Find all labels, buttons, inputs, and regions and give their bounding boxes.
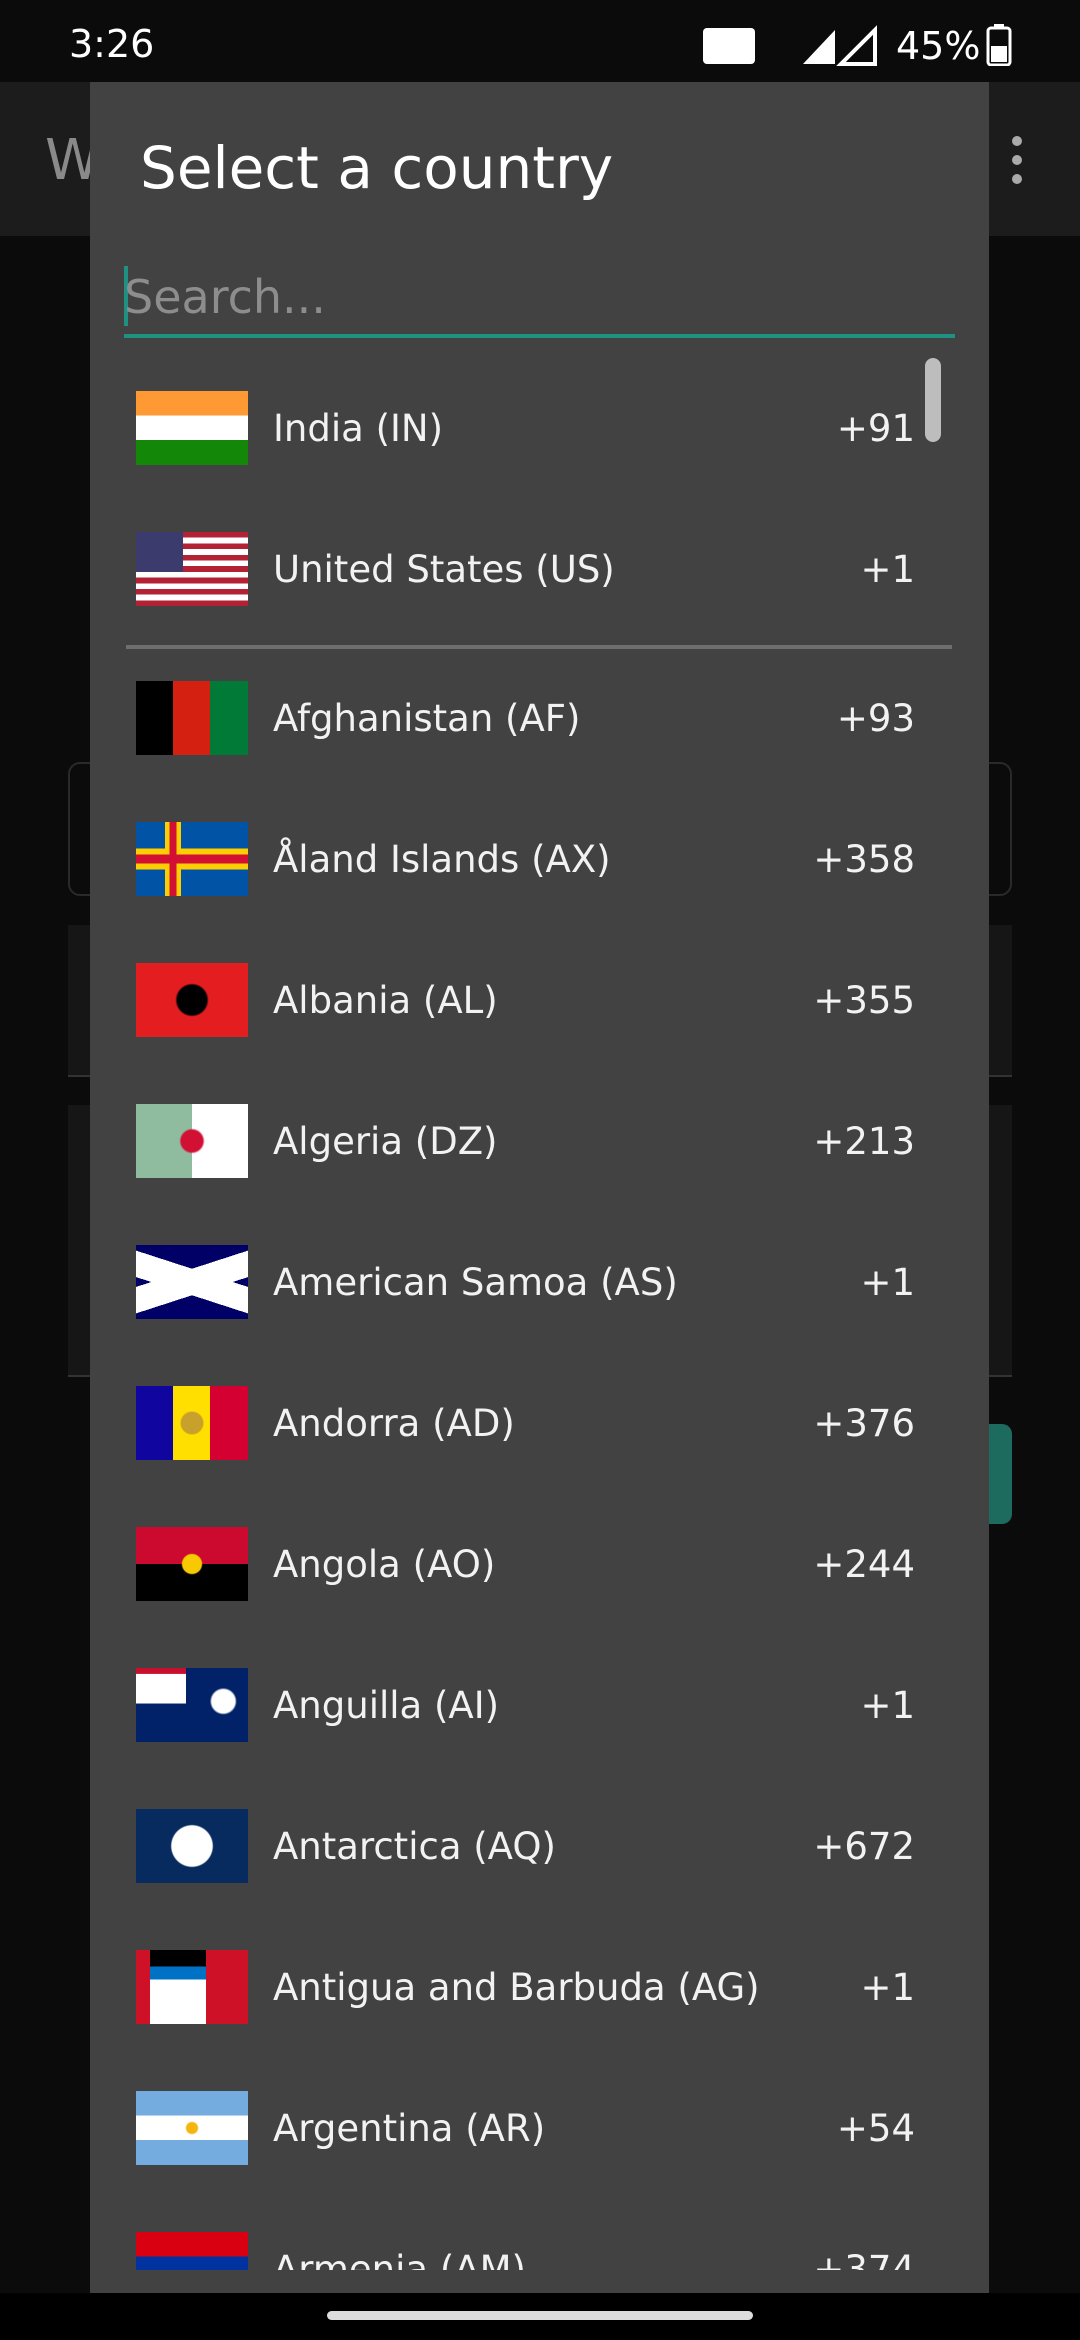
country-name: Armenia (AM) [273, 2248, 526, 2270]
country-row[interactable]: Antarctica (AQ) +672 [90, 1776, 989, 1917]
dialog-title: Select a country [140, 134, 614, 202]
country-row[interactable]: American Samoa (AS) +1 [90, 1212, 989, 1353]
flag-icon [136, 822, 248, 896]
dial-code: +213 [813, 1120, 915, 1163]
country-row[interactable]: Algeria (DZ) +213 [90, 1071, 989, 1212]
country-row[interactable]: United States (US) +1 [90, 499, 989, 640]
flag-icon [136, 1668, 248, 1742]
country-row[interactable]: Anguilla (AI) +1 [90, 1635, 989, 1776]
dial-code: +54 [836, 2107, 915, 2150]
country-name: Algeria (DZ) [273, 1120, 498, 1163]
country-row[interactable]: Andorra (AD) +376 [90, 1353, 989, 1494]
flag-icon [136, 391, 248, 465]
country-row[interactable]: Armenia (AM) +374 [90, 2199, 989, 2270]
country-name: Åland Islands (AX) [273, 838, 611, 881]
flag-icon [136, 2232, 248, 2270]
flag-icon [136, 1809, 248, 1883]
country-row[interactable]: Åland Islands (AX) +358 [90, 789, 989, 930]
dial-code: +91 [836, 407, 915, 450]
dial-code: +376 [813, 1402, 915, 1445]
flag-icon [136, 1386, 248, 1460]
dial-code: +672 [813, 1825, 915, 1868]
country-name: Argentina (AR) [273, 2107, 546, 2150]
status-time: 3:26 [69, 22, 155, 66]
country-name: Antarctica (AQ) [273, 1825, 556, 1868]
country-name: Antigua and Barbuda (AG) [273, 1966, 760, 2009]
flag-icon [136, 2091, 248, 2165]
country-name: Albania (AL) [273, 979, 498, 1022]
country-name: Angola (AO) [273, 1543, 496, 1586]
country-row[interactable]: Argentina (AR) +54 [90, 2058, 989, 2199]
dial-code: +1 [860, 548, 915, 591]
flag-icon [136, 532, 248, 606]
flag-icon [136, 1104, 248, 1178]
divider [126, 645, 952, 649]
battery-level: 45% [896, 24, 981, 68]
country-list: India (IN) +91 United States (US) +1 Afghani… [90, 358, 989, 2270]
cursor [124, 266, 128, 326]
home-handle[interactable] [327, 2311, 753, 2320]
search-placeholder: Search... [124, 270, 326, 324]
status-icons [703, 25, 877, 66]
country-row[interactable]: India (IN) +91 [90, 358, 989, 499]
battery-icon [986, 24, 1012, 66]
country-name: Anguilla (AI) [273, 1684, 500, 1727]
country-name: Afghanistan (AF) [273, 697, 581, 740]
flag-icon [136, 1245, 248, 1319]
country-row[interactable]: Albania (AL) +355 [90, 930, 989, 1071]
country-name: United States (US) [273, 548, 615, 591]
flag-icon [136, 1527, 248, 1601]
country-row[interactable]: Angola (AO) +244 [90, 1494, 989, 1635]
country-name: Andorra (AD) [273, 1402, 515, 1445]
menu-button[interactable] [1005, 135, 1029, 185]
dial-code: +355 [813, 979, 915, 1022]
dial-code: +374 [813, 2248, 915, 2270]
country-row[interactable]: Afghanistan (AF) +93 [90, 648, 989, 789]
flag-icon [136, 681, 248, 755]
scrollbar [925, 358, 941, 442]
dial-code: +93 [836, 697, 915, 740]
dial-code: +1 [860, 1684, 915, 1727]
dial-code: +358 [813, 838, 915, 881]
country-row[interactable]: Antigua and Barbuda (AG) +1 [90, 1917, 989, 2058]
dial-code: +1 [860, 1261, 915, 1304]
country-name: India (IN) [273, 407, 444, 450]
country-name: American Samoa (AS) [273, 1261, 678, 1304]
dial-code: +1 [860, 1966, 915, 2009]
search-field[interactable]: Search... [124, 264, 955, 338]
dial-code: +244 [813, 1543, 915, 1586]
flag-icon [136, 1950, 248, 2024]
country-dialog: Select a country Search... India (IN) +91… [90, 82, 989, 2293]
flag-icon [136, 963, 248, 1037]
